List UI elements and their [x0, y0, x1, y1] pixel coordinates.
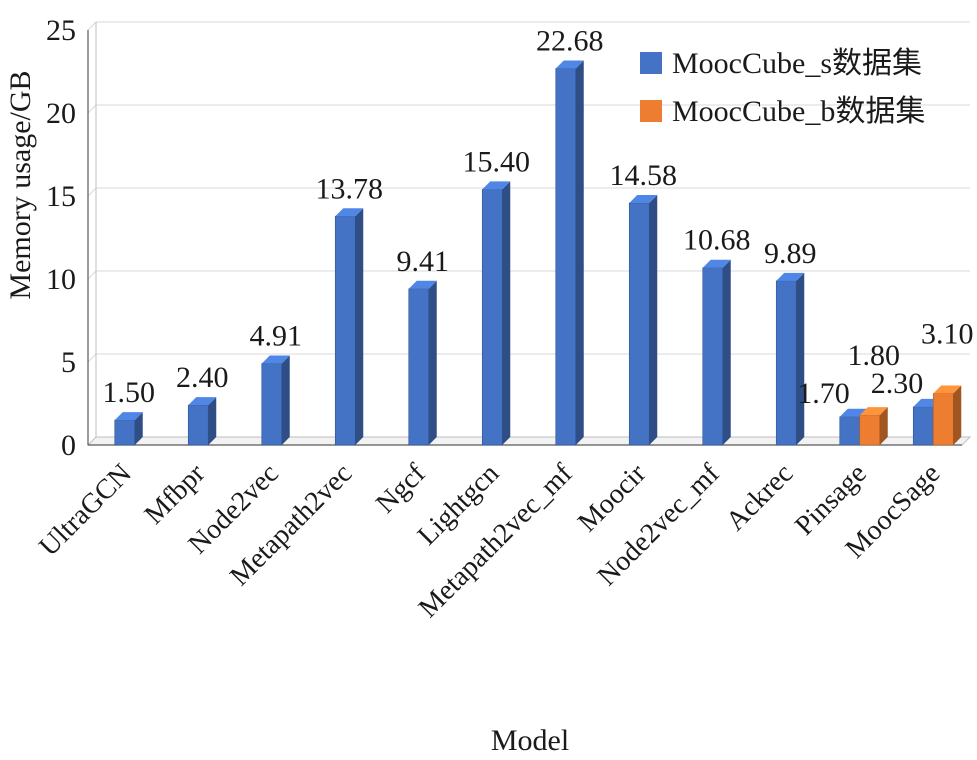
bar-top — [188, 397, 217, 406]
y-tick-label: 20 — [46, 97, 76, 130]
data-label: 1.50 — [103, 376, 156, 409]
x-tick-label: UltraGCN — [33, 458, 137, 562]
x-tick-label: Ackrec — [720, 458, 799, 537]
x-axis-title: Model — [491, 724, 569, 755]
data-label: 2.40 — [176, 361, 229, 394]
bar-side — [953, 385, 962, 445]
y-tick-label: 25 — [46, 14, 76, 47]
bar-side — [208, 397, 217, 445]
bar-side — [134, 412, 143, 445]
y-axis-title: Memory usage/GB — [4, 70, 37, 299]
y-tick-label: 10 — [46, 263, 76, 296]
bars — [114, 60, 962, 446]
bar-side — [722, 259, 731, 445]
x-tick-label: Ngcf — [370, 458, 432, 520]
data-label: 3.10 — [921, 318, 974, 351]
bar — [912, 406, 934, 446]
bar-side — [355, 208, 364, 445]
bar-side — [281, 355, 290, 445]
bar-top — [261, 355, 290, 364]
legend-entry: MoocCube_s数据集 — [672, 47, 922, 80]
bar-side — [879, 407, 888, 445]
y-tick-label: 0 — [61, 429, 76, 462]
data-labels: 1.50 2.40 4.91 13.78 9.41 15.40 22.68 14.5810.6… — [103, 25, 974, 410]
bar-top — [702, 259, 731, 268]
bar — [932, 393, 954, 446]
gridline-diagonal — [87, 104, 97, 114]
data-label: 2.30 — [871, 367, 924, 400]
data-label: 22.68 — [536, 25, 604, 58]
bar-top — [776, 272, 805, 281]
bar-top — [114, 412, 143, 421]
gridlines — [87, 21, 970, 363]
bar — [628, 202, 650, 446]
bar — [555, 68, 577, 446]
y-tick-label: 5 — [61, 346, 76, 379]
bar — [114, 419, 136, 446]
bar-top — [335, 208, 364, 217]
y-tick-label: 15 — [46, 180, 76, 213]
legend: MoocCube_s数据集 MoocCube_b数据集 — [640, 47, 925, 128]
bar — [859, 414, 881, 446]
bar — [187, 404, 209, 446]
data-label: 1.80 — [848, 339, 901, 372]
legend-swatch — [640, 52, 662, 74]
data-label: 13.78 — [316, 172, 384, 205]
legend-swatch — [640, 100, 662, 122]
data-label: 10.68 — [683, 224, 751, 257]
bar-top — [933, 385, 962, 394]
bar-side — [502, 181, 511, 446]
gridline-diagonal — [87, 187, 97, 197]
bar — [334, 215, 356, 446]
bar-top — [629, 194, 658, 203]
legend-entry: MoocCube_b数据集 — [672, 95, 925, 128]
bar-top — [482, 181, 511, 190]
data-label: 9.41 — [397, 245, 450, 278]
data-label: 15.40 — [463, 145, 531, 178]
bar — [408, 288, 430, 446]
bar — [839, 416, 861, 446]
data-label: 4.91 — [250, 319, 303, 352]
gridline-diagonal — [87, 270, 97, 280]
bar-top — [408, 280, 437, 289]
bar-side — [428, 280, 437, 445]
gridline-diagonal — [87, 21, 97, 31]
bar-top — [555, 60, 584, 69]
data-label: 1.70 — [797, 377, 850, 410]
bar — [261, 363, 283, 446]
floor — [86, 436, 972, 446]
bar-side — [796, 272, 805, 445]
data-label: 14.58 — [610, 159, 678, 192]
bar — [775, 280, 797, 446]
bar-top — [859, 407, 888, 416]
gridline-diagonal — [87, 353, 97, 363]
bar-side — [575, 60, 584, 446]
data-label: 9.89 — [764, 237, 817, 270]
bar — [702, 267, 724, 446]
bar-side — [649, 194, 658, 445]
bar — [481, 189, 503, 446]
